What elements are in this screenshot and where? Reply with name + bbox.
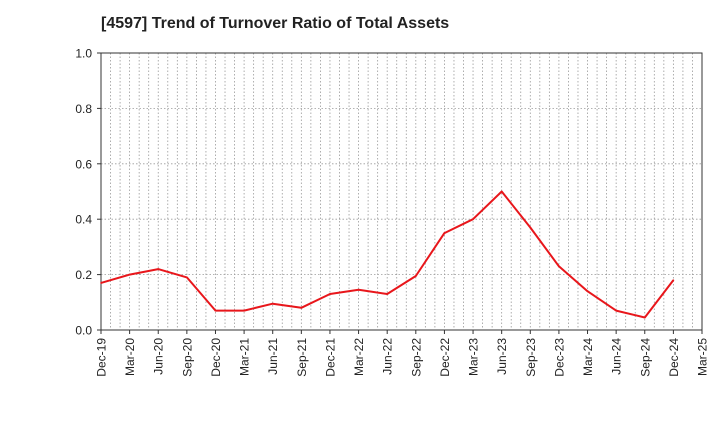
x-tick-label: Jun-22 (381, 338, 395, 375)
data-point (100, 282, 102, 284)
x-tick-label: Mar-23 (467, 338, 481, 376)
data-point (357, 289, 360, 291)
data-point (529, 226, 532, 229)
x-tick-label: Jun-20 (152, 338, 166, 375)
data-point (157, 268, 160, 270)
data-point (271, 302, 274, 305)
x-tick-label: Sep-22 (409, 338, 423, 377)
x-tick-label: Dec-22 (438, 338, 452, 377)
x-tick-label: Mar-24 (581, 338, 595, 376)
data-point (386, 293, 388, 295)
x-tick-label: Jun-24 (610, 338, 624, 375)
x-tick-label: Dec-20 (209, 338, 223, 377)
data-point (558, 265, 560, 268)
y-tick-label: 0.6 (75, 157, 92, 171)
y-tick-label: 0.2 (75, 268, 92, 282)
data-point (500, 190, 503, 193)
data-point (615, 309, 617, 312)
data-point (186, 276, 188, 279)
data-point (214, 309, 217, 312)
x-tick-label: Mar-22 (352, 338, 366, 376)
x-tick-label: Sep-24 (638, 338, 652, 377)
x-tick-label: Sep-20 (180, 338, 194, 377)
x-tick-label: Dec-23 (552, 338, 566, 377)
x-tick-label: Mar-25 (696, 338, 710, 376)
data-point (643, 316, 646, 319)
data-point (300, 307, 303, 309)
y-tick-label: 1.0 (75, 47, 92, 61)
x-tick-label: Dec-19 (95, 338, 109, 377)
plot-frame (100, 52, 703, 331)
x-tick-label: Sep-21 (295, 338, 309, 377)
data-point (243, 309, 245, 312)
x-tick-label: Mar-20 (123, 338, 137, 376)
x-tick-label: Dec-24 (667, 338, 681, 377)
x-tick-label: Mar-21 (238, 338, 252, 376)
data-point (672, 279, 675, 281)
chart-title: [4597] Trend of Turnover Ratio of Total … (101, 15, 450, 32)
x-tick-label: Dec-21 (323, 338, 337, 377)
data-point (472, 218, 474, 220)
data-point (586, 290, 589, 293)
x-tick-label: Jun-23 (495, 338, 509, 375)
y-tick-label: 0.4 (75, 213, 92, 227)
y-tick-label: 0.8 (75, 102, 92, 116)
y-tick-label: 0.0 (75, 324, 92, 338)
x-tick-label: Jun-21 (266, 338, 280, 375)
data-point (128, 273, 131, 276)
data-point (443, 232, 446, 234)
data-point (329, 293, 331, 295)
x-tick-label: Sep-23 (524, 338, 538, 377)
data-point (415, 275, 417, 277)
